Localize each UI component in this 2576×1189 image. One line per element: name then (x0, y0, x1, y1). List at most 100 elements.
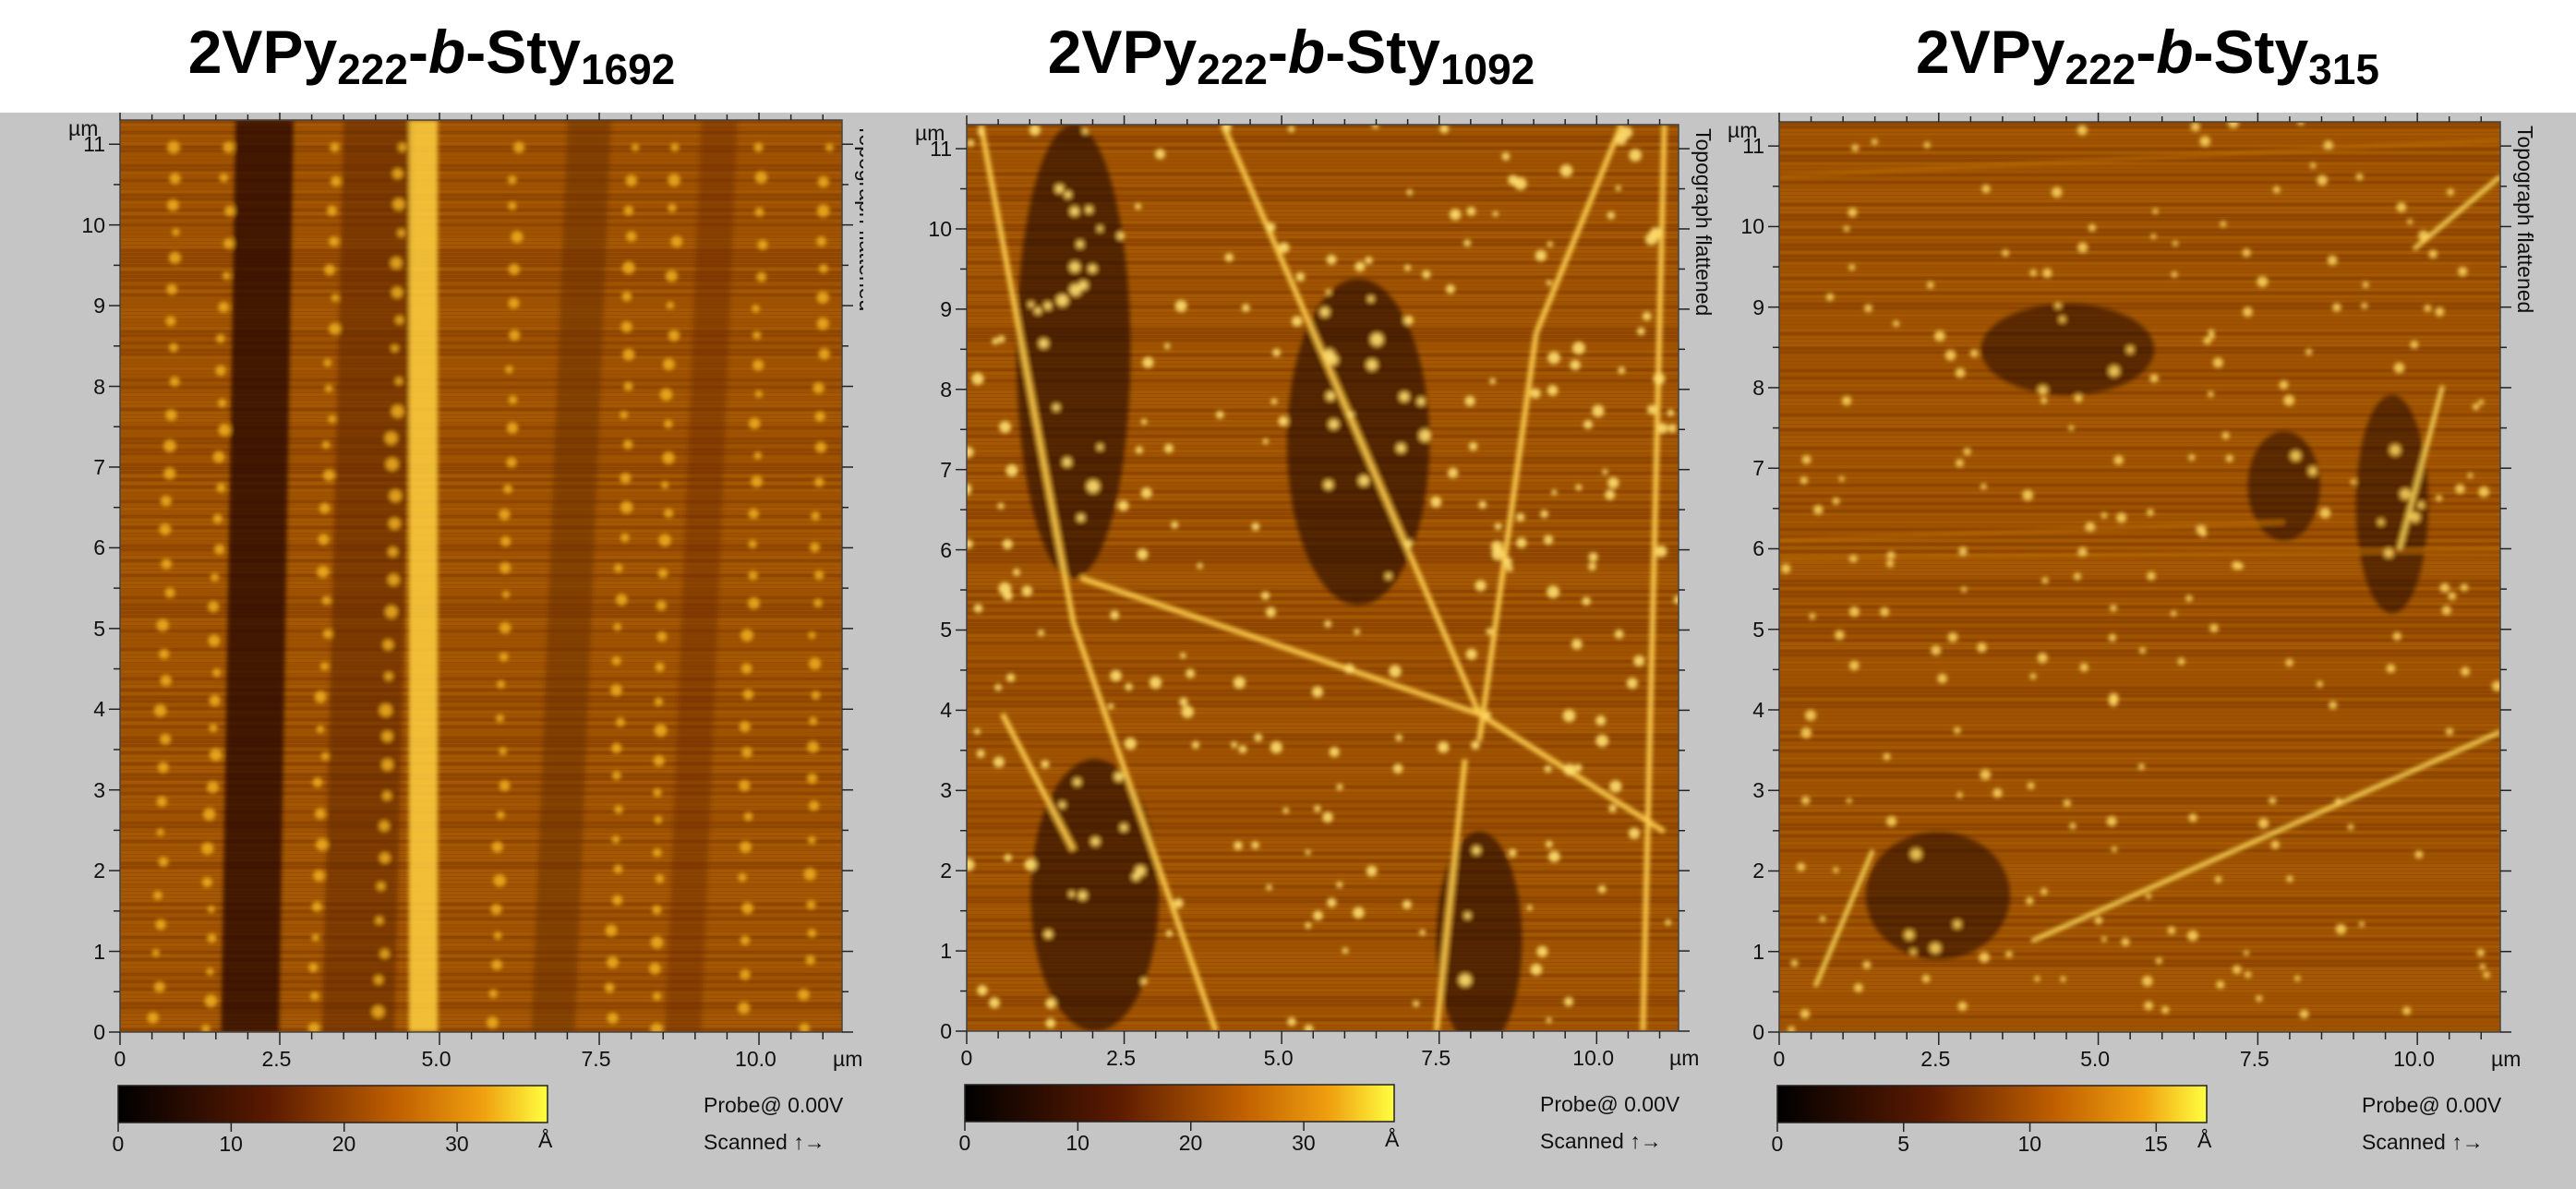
y-unit-label: µm (1727, 118, 1758, 142)
topograph-label: Topograph flattened (2513, 126, 2537, 314)
scan-direction-text: Scanned ↑→ (2362, 1130, 2484, 1154)
y-tick-label: 1 (93, 939, 105, 964)
y-tick-label: 10 (1740, 214, 1764, 239)
x-unit-label: µm (2491, 1047, 2522, 1071)
colorbar-tick-label: 5 (1897, 1132, 1910, 1156)
colorbar-gradient (964, 1084, 1395, 1123)
y-tick-label: 9 (1752, 294, 1764, 319)
colorbar-unit-label: Å (538, 1128, 553, 1152)
colorbar-tick-label: 10 (2017, 1132, 2042, 1156)
x-tick-label: 2.5 (1920, 1047, 1951, 1071)
x-tick-label: 7.5 (2239, 1047, 2269, 1071)
plot-frame: 1110987654321002.55.07.510.0µmµmTopograp… (0, 113, 879, 1189)
y-tick-label: 11 (83, 132, 105, 157)
x-tick-label: 10.0 (735, 1047, 776, 1071)
scan-lines (120, 120, 842, 1031)
y-tick-label: 6 (1752, 536, 1764, 561)
x-tick-label: 5.0 (1263, 1046, 1294, 1070)
plot-border (119, 119, 843, 1033)
x-tick-label: 0 (960, 1046, 973, 1070)
y-tick-label: 11 (930, 137, 952, 162)
afm-panel-1: 2VPy222-b-Sty1692 11 10 9 8 7 6 5 4 3 2 1 0 0 2.5 5.0 7… (0, 0, 879, 1189)
scan-direction-text: Scanned ↑→ (704, 1130, 825, 1154)
y-tick-label: 11 (1742, 134, 1764, 159)
colorbar-tick-label: 30 (445, 1132, 469, 1156)
x-tick-label: 7.5 (1421, 1046, 1451, 1070)
y-tick-label: 3 (93, 777, 105, 802)
y-tick-label: 0 (1752, 1020, 1764, 1044)
surface-features (147, 120, 834, 1032)
y-tick-label: 2 (1752, 859, 1764, 883)
afm-image (120, 120, 842, 1032)
axis-ticks (1768, 113, 2511, 1045)
colorbar-tick-label: 0 (958, 1131, 971, 1155)
probe-voltage-text: Probe@ 0.00V (704, 1093, 844, 1117)
panel-title: 2VPy222-b-Sty1092 (1047, 18, 1535, 93)
colorbar-gradient (1776, 1085, 2208, 1123)
y-tick-label: 1 (1752, 939, 1764, 964)
y-tick-label: 7 (93, 454, 105, 479)
y-tick-label: 0 (940, 1019, 952, 1043)
panel-title: 2VPy222-b-Sty1692 (187, 18, 676, 93)
x-tick-label: 5.0 (421, 1047, 451, 1071)
y-tick-label: 9 (940, 296, 952, 321)
afm-panel-3: 2VPy222-b-Sty315 11 10 9 8 7 6 5 4 3 2 1 0 0 2.5 5.0 7.… (1719, 0, 2576, 1189)
colorbar (117, 1085, 548, 1132)
afm-image (1779, 122, 2500, 1032)
afm-panel-2: 2VPy222-b-Sty1092 11 10 9 8 7 6 5 4 3 2 1 0 0 2.5 5.0 7… (863, 0, 1719, 1189)
colorbar-gradient (117, 1085, 548, 1123)
y-tick-label: 7 (1752, 456, 1764, 481)
colorbar-unit-label: Å (1385, 1127, 1400, 1151)
panel-title: 2VPy222-b-Sty315 (1916, 18, 2379, 93)
x-unit-label: µm (1669, 1046, 1700, 1070)
scan-direction-text: Scanned ↑→ (1540, 1129, 1662, 1153)
colorbar-tick-label: 30 (1292, 1131, 1316, 1155)
y-tick-label: 5 (940, 618, 952, 643)
y-tick-label: 8 (1752, 375, 1764, 400)
plot-border (1778, 121, 2501, 1033)
colorbar-tick-label: 10 (219, 1132, 243, 1156)
x-tick-label: 0 (114, 1047, 126, 1071)
colorbar (1776, 1085, 2208, 1132)
probe-voltage-text: Probe@ 0.00V (1540, 1092, 1680, 1116)
surface-features (1779, 122, 2500, 1032)
y-unit-label: µm (68, 116, 99, 140)
y-tick-label: 7 (940, 457, 952, 482)
axis-ticks (956, 115, 1690, 1044)
y-tick-label: 3 (1752, 778, 1764, 803)
y-tick-label: 4 (940, 698, 952, 723)
y-tick-label: 10 (928, 216, 952, 241)
y-tick-label: 4 (93, 697, 105, 722)
y-tick-label: 6 (940, 537, 952, 562)
probe-voltage-text: Probe@ 0.00V (2362, 1093, 2502, 1117)
y-unit-label: µm (915, 121, 945, 145)
colorbar-tick-label: 15 (2144, 1132, 2168, 1156)
afm-plot-svg (109, 113, 853, 1132)
afm-plot-svg (956, 115, 1690, 1131)
y-tick-label: 8 (93, 374, 105, 399)
colorbar-unit-label: Å (2197, 1128, 2212, 1152)
x-tick-label: 2.5 (1106, 1046, 1137, 1070)
y-tick-label: 6 (93, 535, 105, 560)
x-tick-label: 10.0 (1572, 1046, 1615, 1070)
x-tick-label: 2.5 (261, 1047, 292, 1071)
colorbar-tick-label: 0 (1771, 1132, 1784, 1156)
y-tick-label: 8 (940, 377, 952, 402)
colorbar-tick-label: 20 (331, 1132, 356, 1156)
x-tick-label: 0 (1773, 1047, 1786, 1071)
x-tick-label: 7.5 (581, 1047, 611, 1071)
colorbar-tick-label: 0 (112, 1132, 125, 1156)
colorbar (964, 1084, 1395, 1131)
y-tick-label: 3 (940, 778, 952, 803)
y-tick-label: 0 (93, 1020, 105, 1044)
x-tick-label: 5.0 (2080, 1047, 2111, 1071)
axis-ticks (109, 113, 853, 1045)
colorbar-tick-label: 10 (1065, 1131, 1089, 1155)
afm-plot-svg (1768, 113, 2511, 1132)
surface-features (967, 125, 1679, 1031)
x-unit-label: µm (833, 1047, 863, 1071)
y-tick-label: 2 (93, 859, 105, 883)
afm-image (967, 125, 1679, 1031)
